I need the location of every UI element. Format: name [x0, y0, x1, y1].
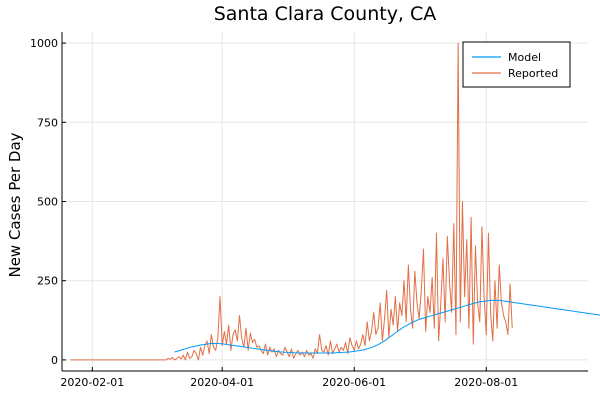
y-axis-label: New Cases Per Day — [6, 132, 24, 277]
series-line-reported — [70, 42, 513, 361]
y-tick-label: 750 — [37, 116, 58, 129]
x-tick-label: 2020-04-01 — [190, 376, 254, 389]
x-tick-label: 2020-08-01 — [454, 376, 518, 389]
x-tick-label: 2020-02-01 — [60, 376, 124, 389]
legend-label-reported: Reported — [508, 67, 558, 80]
series-line-model — [174, 299, 600, 354]
y-tick-label: 0 — [51, 354, 58, 367]
y-tick-label: 500 — [37, 196, 58, 209]
x-tick-label: 2020-06-01 — [322, 376, 386, 389]
legend-label-model: Model — [508, 51, 541, 64]
legend-box — [462, 41, 571, 88]
chart-title: Santa Clara County, CA — [214, 3, 437, 25]
plot-series — [70, 42, 600, 361]
y-tick-label: 1000 — [30, 37, 58, 50]
y-tick-label: 250 — [37, 275, 58, 288]
legend: Model Reported — [462, 41, 571, 88]
axes: 2020-02-01 2020-04-01 2020-06-01 2020-08-01… — [30, 32, 588, 389]
